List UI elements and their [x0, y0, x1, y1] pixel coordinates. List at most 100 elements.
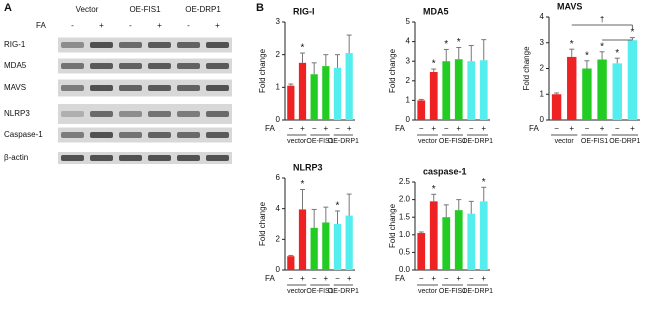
bar [582, 68, 592, 120]
y-tick-label: 2 [406, 76, 411, 85]
y-tick-label: 0 [406, 115, 411, 124]
panel-label: A [4, 2, 12, 14]
fa-sign: + [347, 124, 352, 133]
chart-title: caspase-1 [423, 166, 467, 176]
y-tick-label: 2 [276, 50, 281, 59]
fa-label: FA [36, 21, 46, 30]
fa-sign: − [469, 124, 474, 133]
blot-band [90, 85, 113, 91]
fa-sign: − [288, 124, 293, 133]
y-tick-label: 6 [276, 173, 281, 182]
fa-sign: + [215, 21, 220, 30]
fa-sign: − [335, 124, 340, 133]
blot-background [58, 37, 232, 53]
blot-band [61, 85, 84, 91]
blot-band [90, 42, 113, 48]
group-label: Vector [76, 5, 99, 14]
blot-band [206, 42, 229, 48]
chart-title: NLRP3 [293, 162, 323, 172]
bar [551, 94, 562, 120]
fa-sign: − [444, 124, 449, 133]
blot-band [177, 63, 200, 69]
group-label: OE-DRP1 [462, 288, 493, 295]
group-label: OE-DRP1 [462, 138, 493, 145]
blot-band [177, 155, 200, 161]
fa-label: FA [395, 274, 405, 283]
chart-title: MDA5 [423, 6, 449, 16]
blot-band [177, 42, 200, 48]
fa-sign: − [288, 274, 293, 283]
blot-band [119, 132, 142, 138]
fa-sign: − [419, 274, 424, 283]
blot-band [119, 42, 142, 48]
group-label: vector [287, 138, 307, 145]
group-label: vector [555, 138, 575, 145]
fa-sign: − [312, 274, 317, 283]
bar [333, 67, 342, 120]
bar [298, 209, 307, 270]
blot-band [119, 111, 142, 117]
fa-sign: + [481, 124, 486, 133]
bar [287, 85, 295, 120]
y-tick-label: 0.0 [399, 265, 411, 274]
bar [322, 222, 330, 270]
group-label: OE-DRP1 [609, 138, 640, 145]
chart-title: MAVS [557, 1, 582, 11]
y-tick-label: 3 [406, 56, 411, 65]
significance-star: * [585, 50, 589, 61]
fa-sign: + [630, 124, 635, 133]
bar [417, 233, 426, 270]
y-tick-label: 1.5 [399, 212, 411, 221]
blot-band [90, 155, 113, 161]
blot-band [61, 63, 84, 69]
fa-sign: + [157, 21, 162, 30]
y-tick-label: 0.5 [399, 248, 411, 257]
blot-band [206, 85, 229, 91]
significance-star: * [482, 177, 486, 188]
y-tick-label: 2.0 [399, 195, 411, 204]
fa-label: FA [265, 274, 275, 283]
fa-sign: - [71, 21, 74, 30]
group-label: OE-FIS1 [306, 288, 333, 295]
group-label: OE-FIS1 [439, 138, 466, 145]
group-label: OE-FIS1 [581, 138, 608, 145]
fa-sign: − [312, 124, 317, 133]
bar [454, 210, 463, 270]
significance-star: * [444, 39, 448, 50]
blot-band [119, 63, 142, 69]
fa-sign: + [323, 124, 328, 133]
y-tick-label: 1.0 [399, 230, 411, 239]
fa-sign: + [323, 274, 328, 283]
blot-band [206, 111, 229, 117]
blot-label: NLRP3 [4, 109, 30, 118]
y-axis-label: Fold change [258, 201, 267, 246]
group-label: OE-FIS1 [439, 288, 466, 295]
blot-band [61, 155, 84, 161]
bar [612, 63, 622, 120]
fa-sign: + [456, 274, 461, 283]
y-tick-label: 1 [406, 96, 411, 105]
fa-sign: + [456, 124, 461, 133]
bar [429, 201, 438, 270]
group-label: OE-FIS1 [129, 5, 161, 14]
fa-sign: + [481, 274, 486, 283]
fa-sign: - [129, 21, 132, 30]
group-label: OE-FIS1 [306, 138, 333, 145]
blot-background [58, 152, 232, 164]
bar [627, 40, 638, 120]
blot-band [177, 132, 200, 138]
bar [467, 213, 476, 270]
bar [345, 215, 353, 270]
significance-star: * [457, 37, 461, 48]
blot-band [61, 132, 84, 138]
y-tick-label: 0 [276, 115, 281, 124]
fa-sign: + [431, 124, 436, 133]
y-tick-label: 3 [276, 17, 281, 26]
fa-sign: - [187, 21, 190, 30]
bar [479, 60, 488, 120]
bar [442, 217, 451, 270]
blot-band [148, 42, 171, 48]
y-tick-label: 2 [276, 234, 281, 243]
y-axis-label: Fold change [388, 48, 397, 93]
bar [429, 71, 438, 120]
